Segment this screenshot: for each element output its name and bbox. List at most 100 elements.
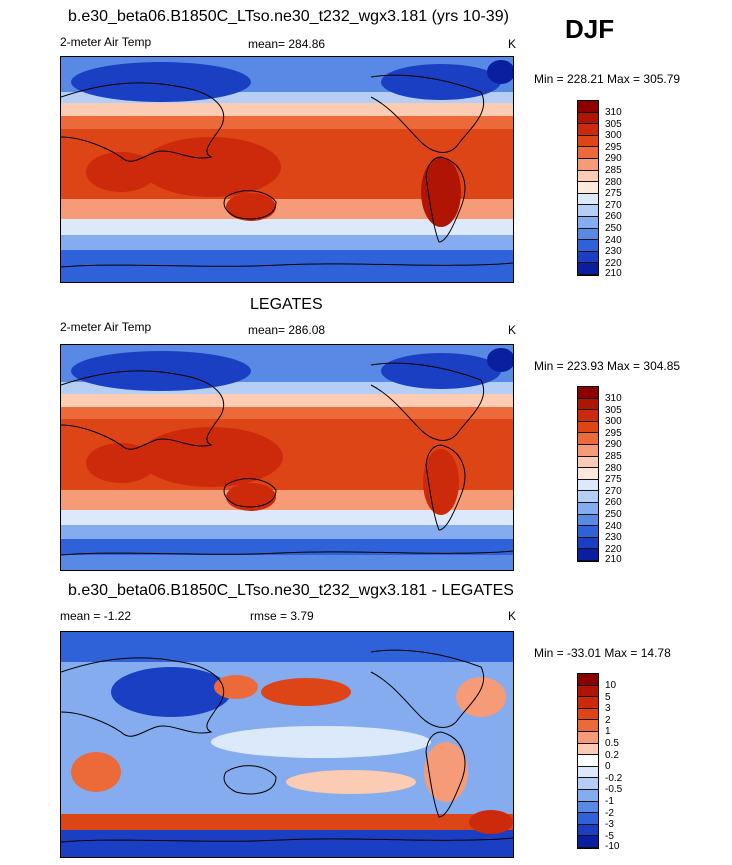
panel2-title: LEGATES xyxy=(250,296,323,313)
cbar1-tick: 220 xyxy=(605,258,622,269)
cbar1-tick: 210 xyxy=(605,268,622,279)
cbar2-swatch xyxy=(578,433,598,445)
panel3-rmse-label: rmse = 3.79 xyxy=(250,609,314,623)
coast-asia xyxy=(61,370,224,450)
diff-antarctic-warm-patch xyxy=(469,810,513,834)
cbar2-swatch xyxy=(578,514,598,527)
panel1-variable-label: 2-meter Air Temp xyxy=(60,35,152,49)
cbar1-tick: 230 xyxy=(605,246,622,257)
cbar3-swatch xyxy=(578,731,598,744)
cbar2-swatch xyxy=(578,456,598,469)
cbar3-tick: 1 xyxy=(605,726,611,737)
cbar3-swatch xyxy=(578,766,598,779)
diff-north-atlantic-warm xyxy=(456,677,506,717)
panel1-colorbar xyxy=(577,100,599,276)
greenland-cold xyxy=(487,60,513,84)
diff-southern-ocean-warm xyxy=(61,814,513,830)
cbar3-tick: 0.5 xyxy=(605,738,619,749)
coast-south-america xyxy=(425,156,466,243)
cbar1-tick: 295 xyxy=(605,142,622,153)
cbar1-swatch xyxy=(578,263,598,275)
siberia-cold xyxy=(71,351,251,391)
cbar2-swatch xyxy=(578,526,598,538)
diff-north-polar-cold xyxy=(61,632,513,662)
cbar1-tick: 310 xyxy=(605,107,622,118)
cbar3-tick: -1 xyxy=(605,796,614,807)
panel1-mean-label: mean= 284.86 xyxy=(248,37,326,51)
panel1-coastlines xyxy=(61,74,513,268)
cbar2-swatch xyxy=(578,398,598,411)
cbar3-swatch xyxy=(578,813,598,825)
cbar1-swatch xyxy=(578,101,598,113)
cbar1-swatch xyxy=(578,147,598,159)
band-south-subtropic xyxy=(61,197,513,219)
panel1-title: b.e30_beta06.B1850C_LTso.ne30_t232_wgx3.… xyxy=(68,8,509,25)
cbar2-tick: 250 xyxy=(605,509,622,520)
cbar3-tick: -0.2 xyxy=(605,773,623,784)
cbar2-swatch xyxy=(578,537,598,550)
coast-antarctica xyxy=(61,550,513,556)
cbar2-tick: 270 xyxy=(605,486,622,497)
cbar3-swatch xyxy=(578,697,598,709)
cbar2-swatch xyxy=(578,421,598,434)
cbar2-swatch xyxy=(578,549,598,561)
panel1-minmax-label: Min = 228.21 Max = 305.79 xyxy=(534,72,681,86)
siberia-cold xyxy=(71,62,251,102)
coast-north-america xyxy=(370,74,485,153)
band-north-midlat xyxy=(61,393,513,407)
cbar2-swatch xyxy=(578,468,598,480)
coast-antarctica xyxy=(61,262,513,268)
panel3-units-label: K xyxy=(508,609,517,623)
cbar3-swatch xyxy=(578,778,598,790)
band-southern-ocean xyxy=(61,232,513,250)
panel3-map xyxy=(60,631,514,858)
cbar2-swatch xyxy=(578,491,598,503)
cbar2-swatch xyxy=(578,502,598,515)
panel1-map xyxy=(60,56,514,283)
cbar1-swatch xyxy=(578,228,598,241)
panel2-land-features xyxy=(61,348,513,570)
panel3-mean-label: mean = -1.22 xyxy=(60,609,132,623)
cbar2-tick: 230 xyxy=(605,532,622,543)
cbar2-tick: 260 xyxy=(605,497,622,508)
cbar2-swatch xyxy=(578,444,598,457)
cbar2-tick: 240 xyxy=(605,521,622,532)
canada-cold xyxy=(381,64,501,100)
panel1-map-svg xyxy=(61,57,513,282)
warm-pool-indian xyxy=(86,443,156,483)
cbar3-tick: -3 xyxy=(605,819,614,830)
panel2-minmax-label: Min = 223.93 Max = 304.85 xyxy=(534,359,681,373)
cbar1-tick: 300 xyxy=(605,130,622,141)
cbar2-swatch xyxy=(578,387,598,399)
panel3-difference-blobs xyxy=(61,632,513,857)
cbar2-tick: 290 xyxy=(605,439,622,450)
antarctic-edge xyxy=(61,555,513,570)
cbar3-tick: 5 xyxy=(605,692,611,703)
diff-asia-cold xyxy=(111,667,231,717)
cbar1-swatch xyxy=(578,135,598,148)
coast-north-america xyxy=(370,649,485,728)
cbar3-swatch xyxy=(578,720,598,732)
cbar3-tick: -0.5 xyxy=(605,784,623,795)
greenland-cold xyxy=(487,348,513,372)
cbar2-swatch xyxy=(578,410,598,422)
coast-australia xyxy=(223,190,277,220)
panel3-minmax-label: Min = -33.01 Max = 14.78 xyxy=(534,646,671,660)
cbar3-swatch xyxy=(578,824,598,837)
panel1-land-features xyxy=(71,60,513,227)
cbar3-swatch xyxy=(578,743,598,756)
cbar2-tick: 310 xyxy=(605,393,622,404)
cbar1-swatch xyxy=(578,124,598,136)
cbar3-tick: 0 xyxy=(605,761,611,772)
panel3-coastlines xyxy=(61,649,513,843)
warm-pool-west-pacific xyxy=(139,427,283,487)
south-america-warm xyxy=(423,449,459,515)
coast-australia xyxy=(223,478,277,508)
panel2-map-svg xyxy=(61,345,513,570)
cbar1-tick: 270 xyxy=(605,200,622,211)
diff-east-asia-warm xyxy=(214,675,258,699)
cbar2-tick: 295 xyxy=(605,428,622,439)
cbar1-tick: 260 xyxy=(605,211,622,222)
cbar3-swatch xyxy=(578,674,598,686)
cbar2-tick: 210 xyxy=(605,554,622,565)
